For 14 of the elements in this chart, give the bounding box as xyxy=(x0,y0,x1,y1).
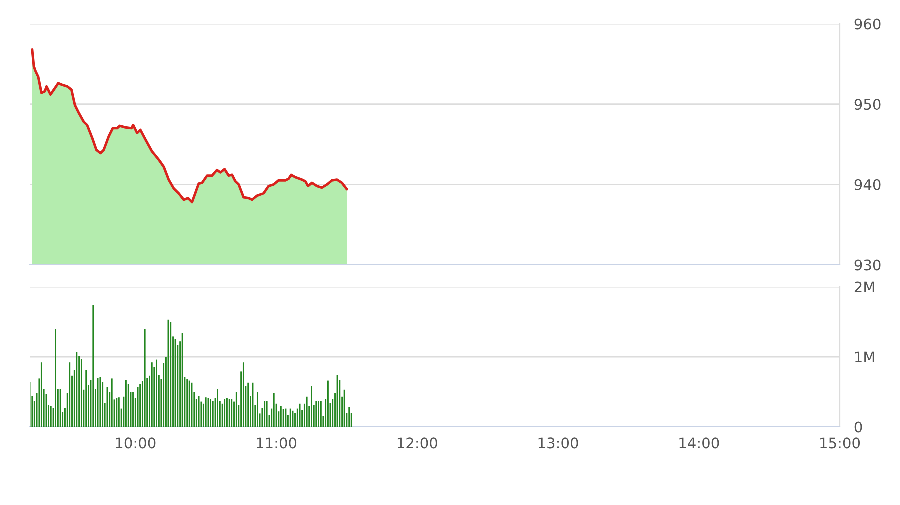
y-tick-label: 950 xyxy=(854,99,881,110)
x-tick-label: 12:00 xyxy=(398,438,438,449)
y-tick-label: 930 xyxy=(854,260,881,271)
y-tick-label: 960 xyxy=(854,18,881,30)
y-tick-label: 2M xyxy=(854,282,874,293)
y-tick-label: 0 xyxy=(854,422,862,433)
line-series xyxy=(31,48,348,204)
x-tick-label: 14:00 xyxy=(680,438,720,449)
y-tick-label: 940 xyxy=(854,179,881,190)
x-tick-label: 10:00 xyxy=(116,438,156,449)
x-tick-label: 11:00 xyxy=(257,438,297,449)
y-tick-label: 1M xyxy=(855,352,874,363)
x-tick-label: 13:00 xyxy=(538,438,578,449)
x-tick-label: 15:00 xyxy=(820,438,860,449)
